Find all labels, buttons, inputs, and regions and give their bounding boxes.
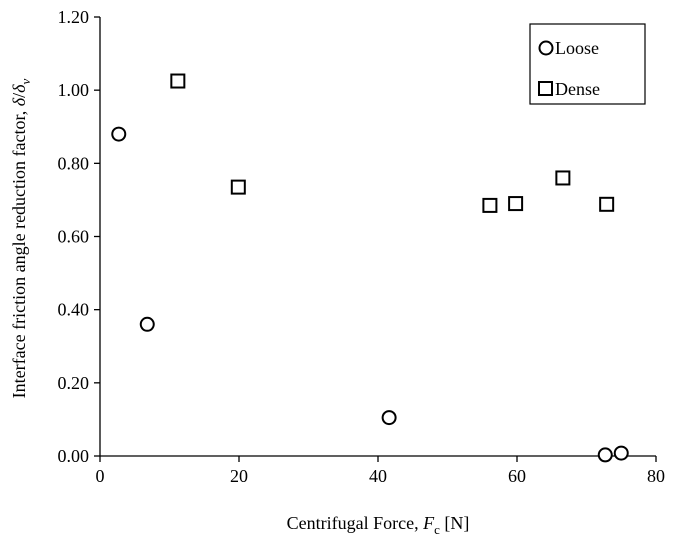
data-points [111, 73, 629, 463]
data-point-dense [599, 196, 615, 212]
y-tick-label: 0.80 [58, 153, 90, 173]
x-axis-ticks: 0 20 40 60 80 [96, 456, 665, 486]
y-axis-ticks: 0.00 0.20 0.40 0.60 0.80 1.00 1.20 [58, 7, 100, 466]
data-point-loose [381, 410, 397, 426]
x-tick-label: 80 [647, 466, 665, 486]
x-tick-label: 60 [508, 466, 526, 486]
data-point-loose [613, 445, 629, 461]
y-tick-label: 0.60 [58, 227, 90, 247]
y-axis-label-var-num: δ [9, 97, 29, 106]
data-point-dense [555, 170, 571, 186]
y-tick-label: 1.20 [58, 7, 90, 27]
data-point-dense [482, 197, 498, 213]
y-axis-label-var-den: δ [9, 84, 29, 93]
legend-marker-loose [538, 40, 554, 56]
legend-label-dense: Dense [555, 79, 600, 99]
y-tick-label: 0.20 [58, 373, 90, 393]
y-axis-label: Interface friction angle reduction facto… [9, 78, 33, 398]
x-axis-label-var: F [422, 513, 435, 533]
y-tick-label: 0.40 [58, 300, 90, 320]
y-axis-label-sub: v [18, 78, 33, 84]
x-axis-label-suffix: [N] [440, 513, 470, 533]
data-point-loose [139, 316, 155, 332]
x-axis-label-prefix: Centrifugal Force, [287, 513, 423, 533]
x-axis-label: Centrifugal Force, Fc [N] [287, 513, 470, 535]
data-point-dense [508, 196, 524, 212]
data-point-loose [597, 447, 613, 463]
data-point-loose [111, 126, 127, 142]
y-axis-label-slash: / [9, 93, 29, 98]
data-point-dense [170, 73, 186, 89]
x-tick-label: 0 [96, 466, 105, 486]
legend-marker-dense [538, 81, 553, 96]
x-axis-label-sub: c [434, 522, 440, 535]
x-tick-label: 40 [369, 466, 387, 486]
x-tick-label: 20 [230, 466, 248, 486]
legend: Loose Dense [529, 23, 646, 105]
y-tick-label: 1.00 [58, 80, 90, 100]
y-axis-label-prefix: Interface friction angle reduction facto… [9, 106, 29, 398]
data-point-dense [230, 179, 246, 195]
y-tick-label: 0.00 [58, 446, 90, 466]
legend-label-loose: Loose [555, 38, 599, 58]
